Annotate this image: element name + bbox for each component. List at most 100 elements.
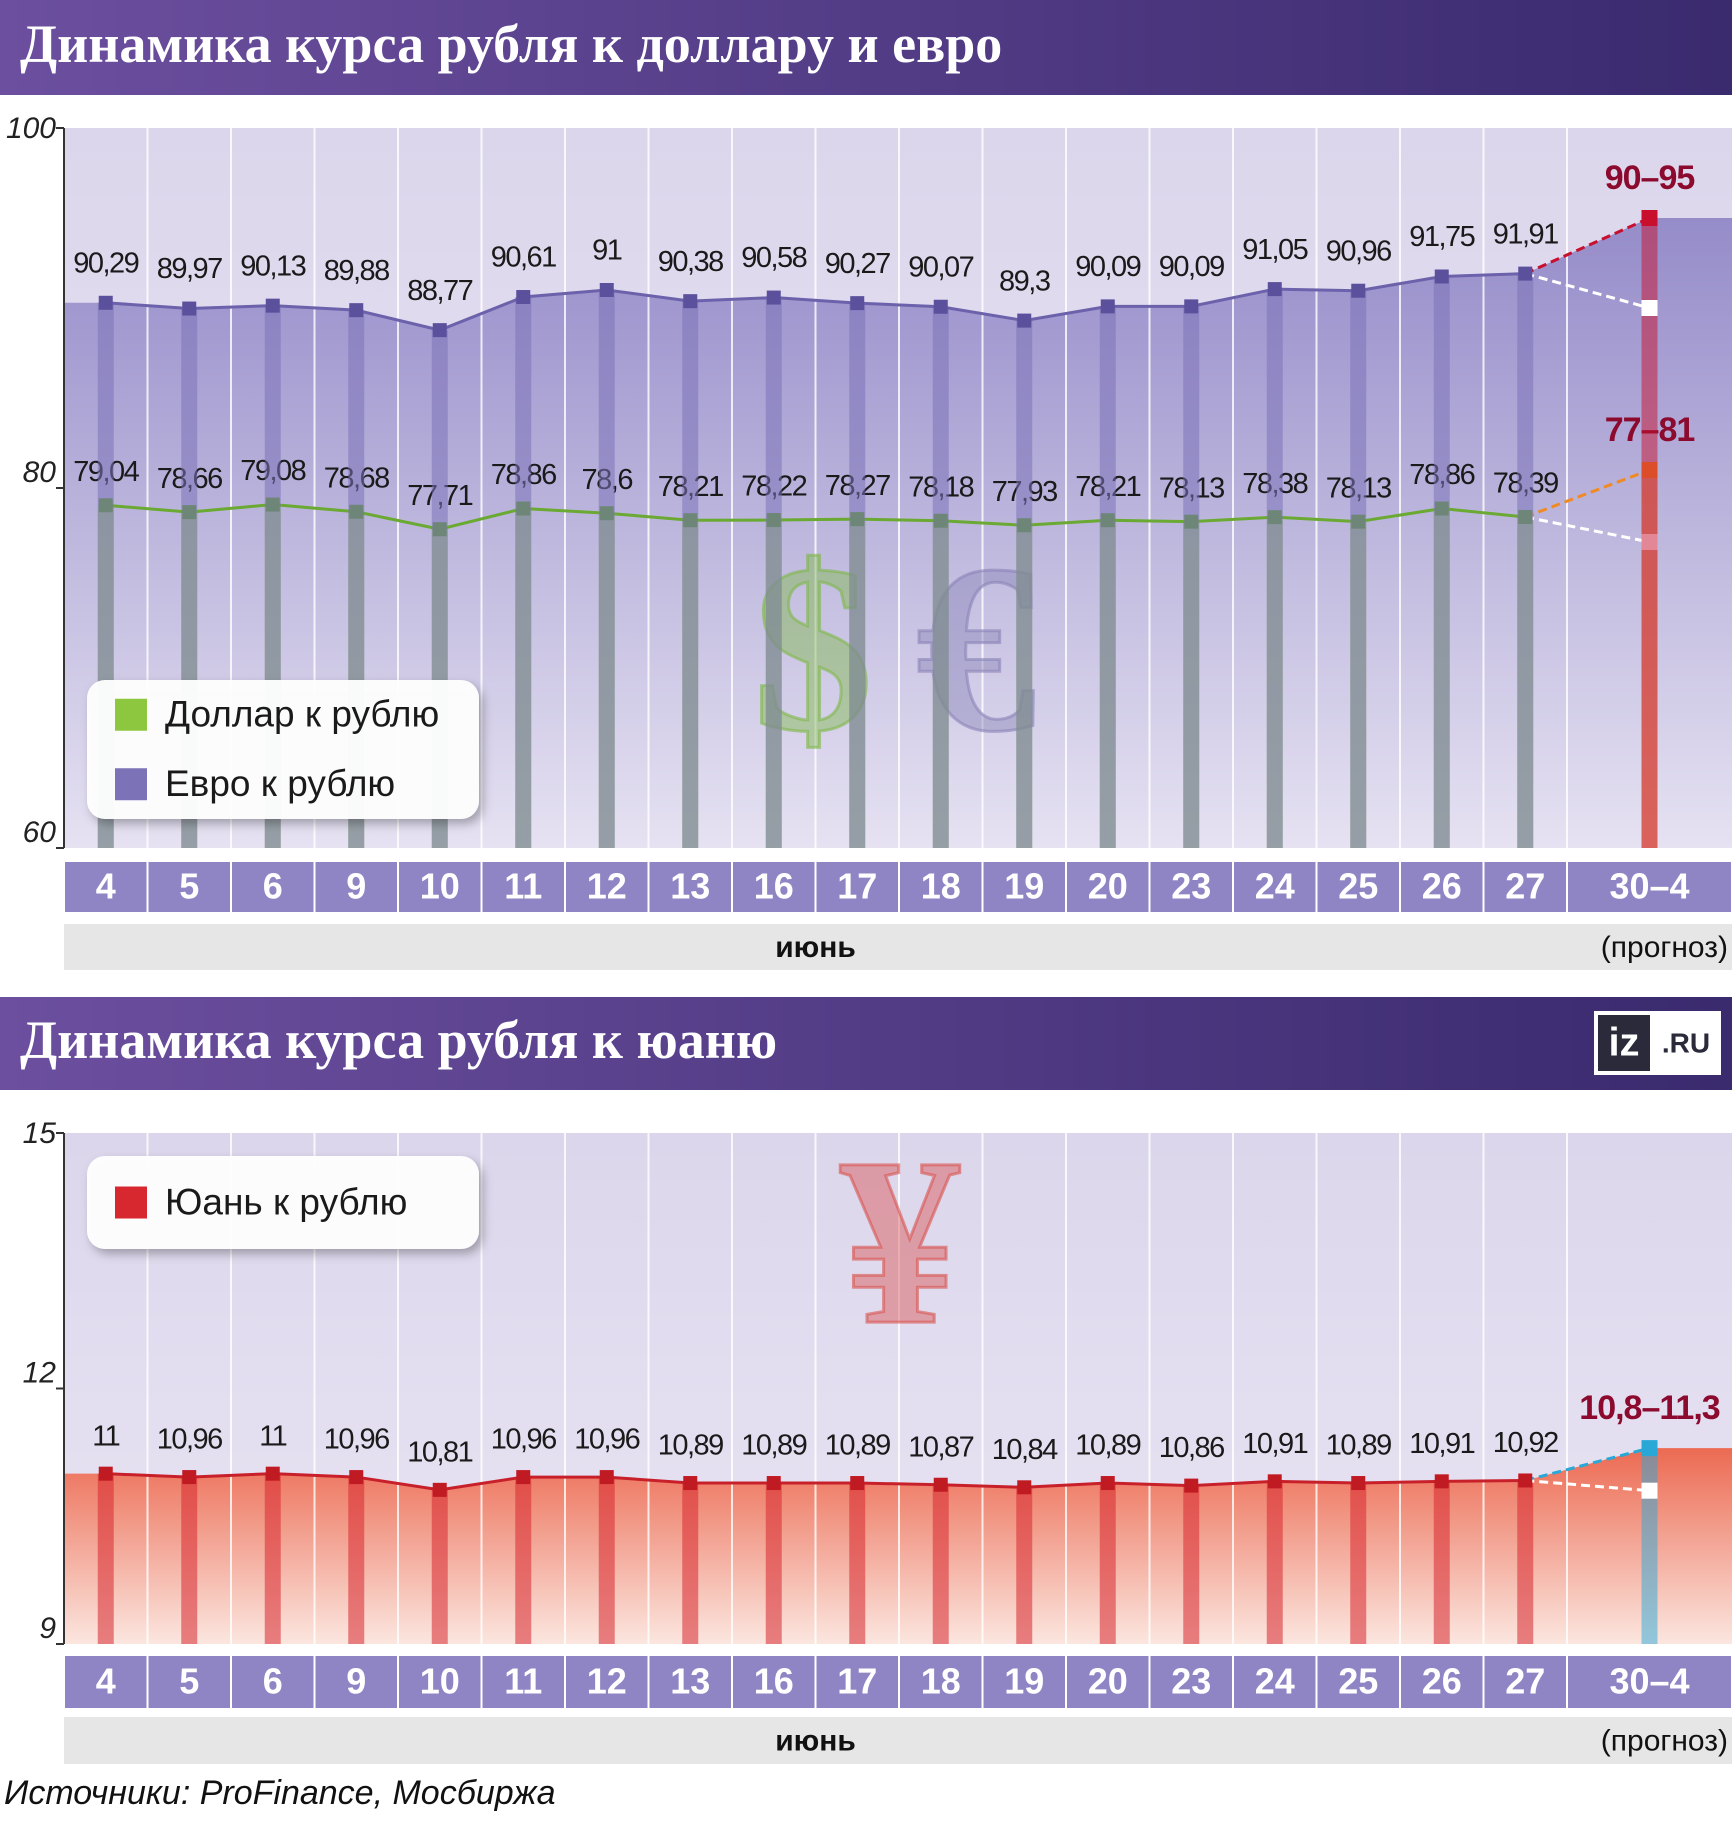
logo-text: .RU: [1662, 1027, 1710, 1058]
value-column: [765, 297, 782, 848]
category-cell: [816, 1656, 898, 1708]
x-tick-label: 5: [179, 1661, 199, 1702]
value-label: 10,86: [1159, 1432, 1224, 1464]
value-label: 90,38: [658, 246, 723, 278]
value-label: 10,89: [1075, 1430, 1140, 1462]
legend-label: Доллар к рублю: [165, 694, 439, 735]
marker: [1100, 299, 1115, 314]
marker: [1017, 313, 1032, 328]
category-cell: [733, 862, 815, 912]
value-label: 10,89: [1326, 1430, 1391, 1462]
forecast-line-high: [1524, 1446, 1650, 1482]
legend-label: Евро к рублю: [165, 763, 395, 804]
chart-title: Динамика курса рубля к доллару и евро: [20, 14, 1002, 74]
value-label: 88,77: [407, 275, 472, 307]
category-cell: [649, 862, 731, 912]
category-cell: [482, 1656, 564, 1708]
y-tick-label: 60: [23, 816, 57, 849]
legend-swatch: [115, 1186, 147, 1219]
x-tick-label: 23: [1171, 1661, 1211, 1702]
legend: [87, 1156, 479, 1249]
source: Источники: ProFinance, Мосбиржа: [4, 1774, 556, 1812]
x-tick-label: 17: [837, 1661, 877, 1702]
value-column: [1517, 1480, 1534, 1644]
category-cell: [816, 862, 898, 912]
category-cell: [148, 862, 230, 912]
value-label: 89,97: [157, 253, 222, 285]
marker: [933, 1477, 948, 1492]
value-column: [1517, 273, 1534, 848]
x-tick-label: 18: [921, 866, 961, 907]
legend-label: Юань к рублю: [165, 1181, 407, 1222]
x-tick-label: 4: [96, 866, 116, 907]
x-tick-label: 20: [1088, 866, 1128, 907]
value-label: 11: [259, 1420, 286, 1452]
forecast-line-high: [1524, 216, 1651, 275]
x-tick-label: 23: [1171, 866, 1211, 907]
marker: [349, 1470, 364, 1485]
category-cell: [1150, 1656, 1232, 1708]
value-label: 10,96: [157, 1424, 222, 1456]
marker: [432, 323, 447, 338]
marker: [1267, 1474, 1282, 1489]
value-column: [598, 290, 615, 848]
category-cell: [1401, 862, 1483, 912]
x-tick-label: 25: [1338, 1661, 1378, 1702]
category-cell: [900, 862, 982, 912]
x-tick-label: 11: [504, 866, 542, 907]
x-tick-label: 11: [504, 1661, 542, 1702]
value-column: [515, 297, 532, 848]
value-column: [348, 1477, 365, 1644]
x-tick-label: 27: [1505, 866, 1545, 907]
value-column: [1016, 320, 1033, 849]
value-label: 90,07: [908, 251, 973, 283]
value-column: [1266, 1481, 1283, 1644]
y-tick-label: 15: [23, 1117, 57, 1150]
value-label: 10,96: [574, 1424, 639, 1456]
value-column: [1266, 289, 1283, 849]
category-cell: [148, 1656, 230, 1708]
x-tick-label: 12: [587, 1661, 627, 1702]
x-tick-label: 25: [1338, 866, 1378, 907]
marker: [1351, 283, 1366, 298]
x-tick-label: 12: [587, 866, 627, 907]
category-cell: [482, 862, 564, 912]
value-label: 91: [592, 235, 622, 267]
value-column: [765, 1483, 782, 1644]
category-cell: [983, 1656, 1065, 1708]
forecast-marker-low: [1641, 1482, 1658, 1499]
x-tick-label: 30–4: [1609, 866, 1689, 907]
category-cell: [733, 1656, 815, 1708]
category-cell: [65, 1656, 147, 1708]
x-tick-label: 30–4: [1609, 1661, 1689, 1702]
legend-swatch: [115, 698, 147, 731]
marker: [1184, 299, 1199, 314]
marker: [1434, 1474, 1449, 1489]
category-cell: [1484, 1656, 1566, 1708]
x-tick-label: 6: [263, 866, 283, 907]
category-cell: [1067, 1656, 1149, 1708]
series-line: [105, 272, 1526, 332]
category-cell: [1568, 862, 1731, 912]
category-cell: [1067, 862, 1149, 912]
category-cell: [1234, 862, 1316, 912]
category-cell: [399, 862, 481, 912]
value-column: [682, 301, 699, 848]
marker: [599, 283, 614, 297]
value-column: [1350, 1483, 1367, 1644]
value-column: [181, 1477, 198, 1644]
value-label: 90,09: [1075, 251, 1140, 283]
category-cell: [232, 1656, 314, 1708]
value-label: 89,88: [324, 255, 389, 287]
category-cell: [1234, 1656, 1316, 1708]
forecast-line-low: [1525, 1478, 1650, 1493]
forecast-marker-low: [1641, 300, 1658, 316]
forecast-column: [1641, 1448, 1658, 1644]
y-tick-label: 100: [6, 112, 56, 145]
forecast-column: [1641, 218, 1658, 848]
series-line: [105, 1472, 1526, 1492]
value-label: 10,89: [658, 1430, 723, 1462]
value-label: 11: [92, 1420, 119, 1452]
value-label: 90,27: [825, 248, 890, 280]
